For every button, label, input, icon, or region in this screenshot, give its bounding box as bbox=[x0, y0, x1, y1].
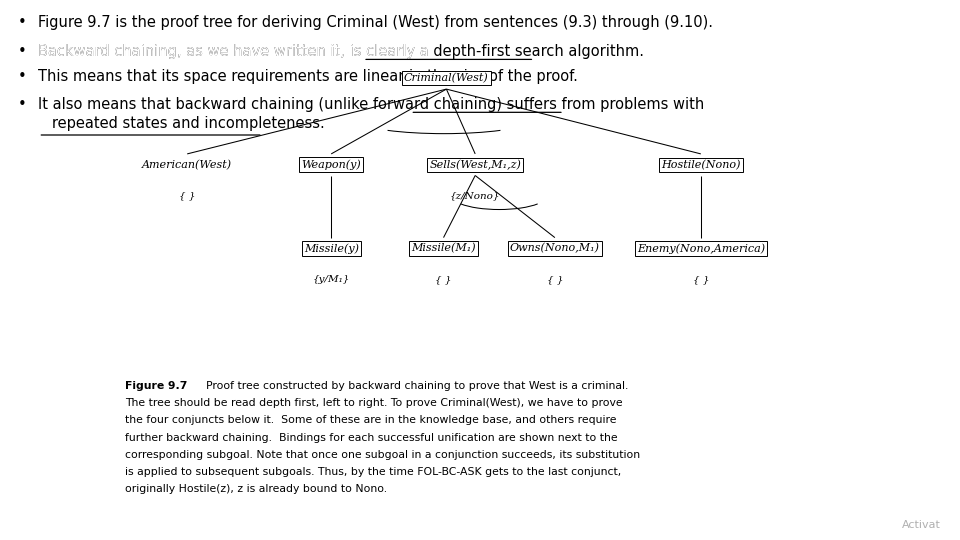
Text: American(West): American(West) bbox=[142, 159, 232, 170]
Text: Owns(Nono,M₁): Owns(Nono,M₁) bbox=[510, 243, 600, 254]
Text: { }: { } bbox=[546, 275, 564, 284]
Text: Activat: Activat bbox=[902, 520, 941, 530]
Text: is applied to subsequent subgoals. Thus, by the time FOL-BC-ASK gets to the last: is applied to subsequent subgoals. Thus,… bbox=[125, 467, 621, 477]
Text: Hostile(Nono): Hostile(Nono) bbox=[661, 159, 740, 170]
Text: •: • bbox=[17, 44, 26, 59]
Text: { }: { } bbox=[179, 192, 196, 200]
Text: •: • bbox=[17, 69, 26, 84]
Text: •: • bbox=[17, 15, 26, 30]
Text: corresponding subgoal. Note that once one subgoal in a conjunction succeeds, its: corresponding subgoal. Note that once on… bbox=[125, 450, 640, 460]
Text: further backward chaining.  Bindings for each successful unification are shown n: further backward chaining. Bindings for … bbox=[125, 433, 617, 443]
Text: Missile(y): Missile(y) bbox=[303, 243, 359, 254]
Text: Enemy(Nono,America): Enemy(Nono,America) bbox=[636, 243, 765, 254]
Text: This means that its space requirements are linear in the size of the proof.: This means that its space requirements a… bbox=[38, 69, 578, 84]
Text: Proof tree constructed by backward chaining to prove that West is a criminal.: Proof tree constructed by backward chain… bbox=[192, 381, 629, 391]
Text: originally Hostile(z), z is already bound to Nono.: originally Hostile(z), z is already boun… bbox=[125, 484, 387, 495]
Text: The tree should be read depth first, left to right. To prove Criminal(West), we : The tree should be read depth first, lef… bbox=[125, 398, 622, 408]
Text: Figure 9.7 is the proof tree for deriving Criminal (West) from sentences (9.3) t: Figure 9.7 is the proof tree for derivin… bbox=[38, 15, 713, 30]
Text: Sells(West,M₁,z): Sells(West,M₁,z) bbox=[429, 159, 521, 170]
Text: It also means that backward chaining (unlike forward chaining) suffers from prob: It also means that backward chaining (un… bbox=[38, 97, 705, 131]
Text: {y/M₁}: {y/M₁} bbox=[313, 275, 349, 284]
Text: Backward chaining, as we have written it, is clearly a depth-first search algori: Backward chaining, as we have written it… bbox=[38, 44, 644, 59]
Text: Figure 9.7: Figure 9.7 bbox=[125, 381, 187, 391]
Text: { }: { } bbox=[435, 275, 452, 284]
Text: {z/Nono}: {z/Nono} bbox=[450, 192, 500, 200]
Text: Missile(M₁): Missile(M₁) bbox=[411, 243, 476, 254]
Text: Backward chaining, as we have written it, is clearly a: Backward chaining, as we have written it… bbox=[38, 44, 434, 59]
Text: •: • bbox=[17, 97, 26, 112]
Text: the four conjuncts below it.  Some of these are in the knowledge base, and other: the four conjuncts below it. Some of the… bbox=[125, 415, 616, 426]
Text: Criminal(West): Criminal(West) bbox=[404, 73, 489, 84]
Text: Weapon(y): Weapon(y) bbox=[301, 159, 361, 170]
Text: { }: { } bbox=[692, 275, 709, 284]
